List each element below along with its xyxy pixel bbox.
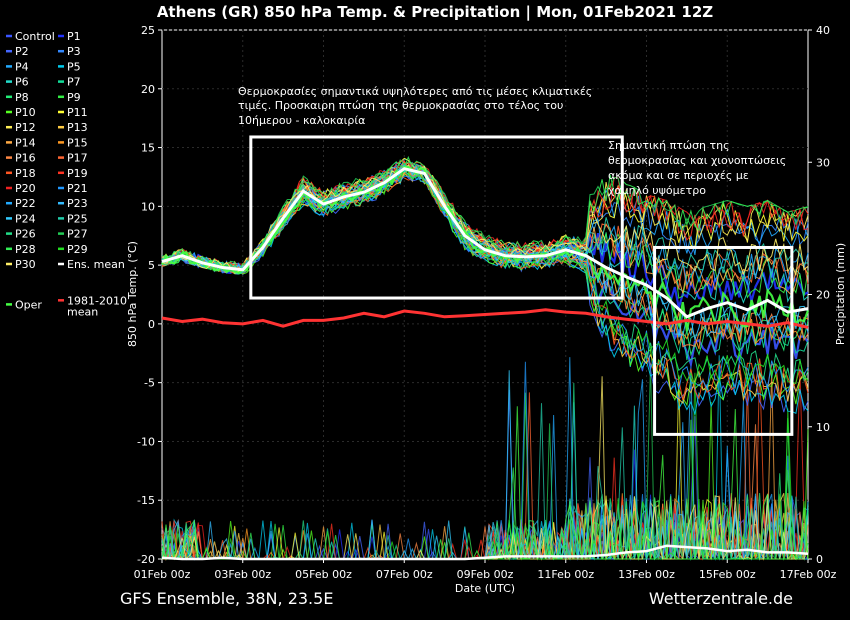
y2-tick-label: 30	[816, 156, 830, 169]
annotation-cold-line-2: θερμοκρασίας και χιονοπτώσεις	[608, 154, 786, 167]
y-tick-label: 5	[148, 259, 155, 272]
legend-entry: P29	[67, 243, 88, 256]
legend-entry: Control	[15, 30, 55, 43]
legend-entry: Ens. mean	[67, 258, 125, 271]
legend-entry: P11	[67, 106, 88, 119]
x-tick-label: 17Feb 00z	[780, 568, 837, 581]
legend-entry: P17	[67, 152, 88, 165]
temp-member-line	[161, 164, 809, 276]
x-tick-label: 11Feb 00z	[537, 568, 594, 581]
temp-member-line	[161, 169, 809, 407]
temp-member-line	[161, 166, 809, 388]
legend-entry: P22	[15, 197, 36, 210]
legend-entry: P18	[15, 167, 36, 180]
x-tick-label: 15Feb 00z	[699, 568, 756, 581]
y-tick-label: 10	[141, 200, 155, 213]
temp-member-line	[161, 165, 809, 287]
x-axis-label: Date (UTC)	[455, 582, 515, 595]
legend-entry: P10	[15, 106, 36, 119]
y2-tick-label: 10	[816, 421, 830, 434]
legend-entry: P5	[67, 60, 81, 73]
legend-entry: P28	[15, 243, 36, 256]
legend-entry: P23	[67, 197, 88, 210]
annotation-cold-line-1: Σημαντική πτώση της	[608, 139, 730, 152]
x-tick-label: 07Feb 00z	[376, 568, 433, 581]
y2-axis-ticks: 40 30 20 10 0	[808, 24, 830, 566]
annotation-cold-line-3: ακόμα και σε περιοχές με	[608, 169, 749, 182]
legend-entry: P20	[15, 182, 36, 195]
legend-entry: P2	[15, 45, 29, 58]
annotation-cold: Σημαντική πτώση της θερμοκρασίας και χιο…	[608, 139, 786, 197]
legend-entry: Oper	[15, 298, 42, 311]
legend: Control P1 P2 P3 P4 P5 P6 P7 P8 P9 P10 P11 P12 P13 P14…	[6, 30, 127, 318]
legend-entry: 1981-2010 mean	[67, 294, 127, 318]
legend-entry: P24	[15, 212, 36, 225]
legend-entry: P15	[67, 136, 88, 149]
y-tick-label: -10	[137, 435, 155, 448]
y-tick-label: 0	[148, 318, 155, 331]
highlight-boxes	[249, 135, 794, 436]
x-axis-ticks: 01Feb 00z 03Feb 00z 05Feb 00z 07Feb 00z 09Fe…	[134, 559, 837, 581]
legend-entry: P3	[67, 45, 81, 58]
y2-tick-label: 20	[816, 289, 830, 302]
chart-title: Athens (GR) 850 hPa Temp. & Precipitatio…	[157, 3, 713, 22]
legend-entry: P1	[67, 30, 81, 43]
footer-model: GFS Ensemble, 38N, 23.5E	[120, 589, 333, 608]
legend-entry: P9	[67, 91, 81, 104]
annotation-warm-line-1: Θερμοκρασίες σημαντικά υψηλότερες από τι…	[238, 85, 592, 98]
y2-tick-label: 40	[816, 24, 830, 37]
ens-mean-line	[161, 167, 809, 319]
x-tick-label: 01Feb 00z	[134, 568, 191, 581]
y-tick-label: 25	[141, 24, 155, 37]
highlight-box	[249, 135, 624, 300]
annotation-warm: Θερμοκρασίες σημαντικά υψηλότερες από τι…	[238, 85, 592, 127]
legend-entry: P4	[15, 60, 29, 73]
y-axis-ticks: 25 20 15 10 5 0 -5 -10 -15 -20	[137, 24, 162, 566]
precip-mean-line	[161, 544, 809, 561]
y-tick-label: 15	[141, 142, 155, 155]
x-tick-label: 13Feb 00z	[618, 568, 675, 581]
x-tick-label: 05Feb 00z	[295, 568, 352, 581]
footer-source: Wetterzentrale.de	[649, 589, 793, 608]
legend-entry: P12	[15, 121, 36, 134]
legend-entry: P26	[15, 228, 36, 241]
y-tick-label: 20	[141, 83, 155, 96]
legend-entry: P25	[67, 212, 88, 225]
legend-entry: P7	[67, 76, 81, 89]
x-tick-label: 03Feb 00z	[214, 568, 271, 581]
legend-entry: P13	[67, 121, 88, 134]
legend-entry: P14	[15, 136, 36, 149]
legend-entry: P8	[15, 91, 29, 104]
highlight-box	[653, 245, 794, 436]
annotation-cold-line-4: χαμηλό υψόμετρο	[608, 184, 706, 197]
grid	[162, 29, 808, 560]
annotation-warm-line-3: 10ήμερου - καλοκαιρία	[238, 114, 365, 127]
legend-entry: P19	[67, 167, 88, 180]
legend-entry: P16	[15, 152, 36, 165]
annotation-warm-line-2: τιμές. Προσκαιρη πτώση της θερμοκρασίας …	[238, 99, 563, 112]
legend-entry: P27	[67, 228, 88, 241]
y-axis-label: 850 hPa Temp. (°C)	[126, 241, 139, 347]
x-tick-label: 09Feb 00z	[457, 568, 514, 581]
climatology-line	[161, 308, 809, 329]
y-tick-label: -5	[144, 377, 155, 390]
y2-axis-label: Precipitation (mm)	[834, 243, 847, 345]
plot-area	[161, 155, 810, 561]
legend-entry: P30	[15, 258, 36, 271]
y-tick-label: -15	[137, 494, 155, 507]
y2-tick-label: 0	[816, 553, 823, 566]
y-tick-label: -20	[137, 553, 155, 566]
legend-entry: P21	[67, 182, 88, 195]
legend-entry: P6	[15, 76, 29, 89]
